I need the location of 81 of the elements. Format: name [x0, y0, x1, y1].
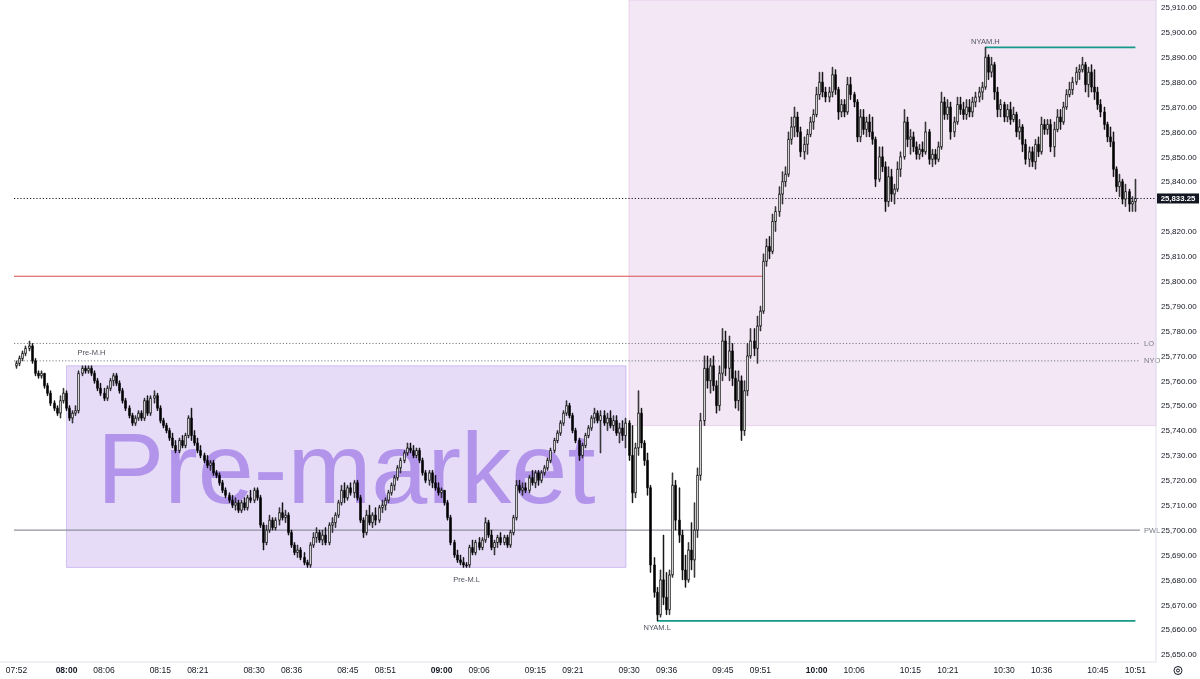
y-tick-label: 25,900.00	[1161, 28, 1198, 38]
y-tick-label: 25,820.00	[1161, 227, 1198, 237]
x-tick-label: 08:45	[337, 665, 359, 676]
y-tick-label: 25,770.00	[1161, 351, 1198, 361]
x-tick-label: 08:30	[243, 665, 265, 676]
x-tick-label: 08:21	[187, 665, 209, 676]
y-tick-label: 25,910.00	[1161, 3, 1198, 13]
candlestick	[1009, 101, 1012, 125]
candlestick	[1003, 101, 1006, 123]
x-tick-label: 08:15	[149, 665, 172, 676]
x-tick-label: 10:45	[1087, 665, 1109, 676]
y-tick-label: 25,670.00	[1161, 600, 1198, 610]
y-tick-label: 25,810.00	[1161, 252, 1198, 262]
candlestick	[606, 412, 609, 431]
y-tick-label: 25,710.00	[1161, 501, 1198, 511]
x-tick-label: 08:00	[55, 665, 78, 676]
x-tick-label: 10:00	[805, 665, 828, 676]
candlestick	[84, 365, 87, 374]
x-tick-label: 10:36	[1030, 665, 1053, 676]
y-tick-label: 25,880.00	[1161, 77, 1198, 87]
candlestick	[503, 534, 506, 546]
y-tick-label: 25,870.00	[1161, 102, 1198, 112]
candlestick	[1040, 116, 1043, 155]
candlestick	[709, 358, 712, 394]
candlestick	[499, 532, 502, 546]
x-tick-label: 09:51	[749, 665, 772, 676]
candlestick	[112, 372, 115, 387]
candlestick	[321, 529, 324, 546]
y-tick-label: 25,730.00	[1161, 451, 1198, 461]
y-tick-label: 25,760.00	[1161, 376, 1198, 386]
x-tick-label: 09:15	[524, 665, 547, 676]
y-tick-label: 25,860.00	[1161, 127, 1198, 137]
x-tick-label: 09:45	[712, 665, 734, 676]
x-tick-label: 09:36	[655, 665, 678, 676]
y-tick-label: 25,750.00	[1161, 401, 1198, 411]
y-tick-label: 25,780.00	[1161, 326, 1198, 336]
candlestick	[296, 544, 299, 558]
candlestick	[1049, 119, 1052, 153]
candlestick	[965, 99, 968, 120]
candlestick	[99, 382, 102, 397]
y-tick-label: 25,740.00	[1161, 426, 1198, 436]
x-tick-label: 09:06	[468, 665, 490, 676]
candlestick	[1006, 104, 1009, 123]
candlestick	[724, 330, 727, 377]
candlestick	[949, 101, 952, 140]
y-tick-label: 25,890.00	[1161, 53, 1198, 63]
x-tick-label: 09:00	[430, 665, 453, 676]
y-tick-label: 25,850.00	[1161, 152, 1198, 162]
candlestick	[968, 99, 971, 118]
candlestick	[846, 76, 849, 115]
y-tick-label: 25,680.00	[1161, 575, 1198, 585]
candlestick	[609, 410, 612, 429]
x-tick-label: 10:30	[993, 665, 1016, 676]
x-tick-label: 09:21	[562, 665, 584, 676]
x-tick-label: 10:15	[899, 665, 922, 676]
y-tick-label: 25,660.00	[1161, 625, 1198, 635]
x-tick-label: 08:06	[93, 665, 115, 676]
candlestick	[918, 143, 921, 160]
candlestick	[1121, 178, 1124, 205]
y-tick-label: 25,700.00	[1161, 525, 1198, 535]
x-tick-label: 07:52	[5, 665, 28, 676]
x-tick-label: 10:06	[843, 665, 865, 676]
y-tick-label: 25,690.00	[1161, 550, 1198, 560]
candlestick	[103, 387, 106, 402]
candlestick	[87, 365, 90, 374]
y-tick-label: 25,790.00	[1161, 301, 1198, 311]
candlestick	[1128, 188, 1131, 212]
candlestick	[318, 529, 321, 543]
candlestick	[1034, 138, 1037, 170]
x-tick-label: 10:51	[1124, 665, 1147, 676]
x-tick-label: 10:21	[937, 665, 959, 676]
y-tick-label: 25,720.00	[1161, 476, 1198, 486]
y-tick-label: 25,800.00	[1161, 277, 1198, 287]
x-tick-label: 08:51	[374, 665, 397, 676]
candlestick	[462, 557, 465, 568]
candlestick	[1087, 66, 1090, 98]
candlestick	[474, 539, 477, 556]
x-tick-label: 09:30	[618, 665, 640, 676]
y-tick-label: 25,840.00	[1161, 177, 1198, 187]
x-tick-label: 08:36	[280, 665, 303, 676]
y-tick-label: 25,650.00	[1161, 650, 1198, 660]
